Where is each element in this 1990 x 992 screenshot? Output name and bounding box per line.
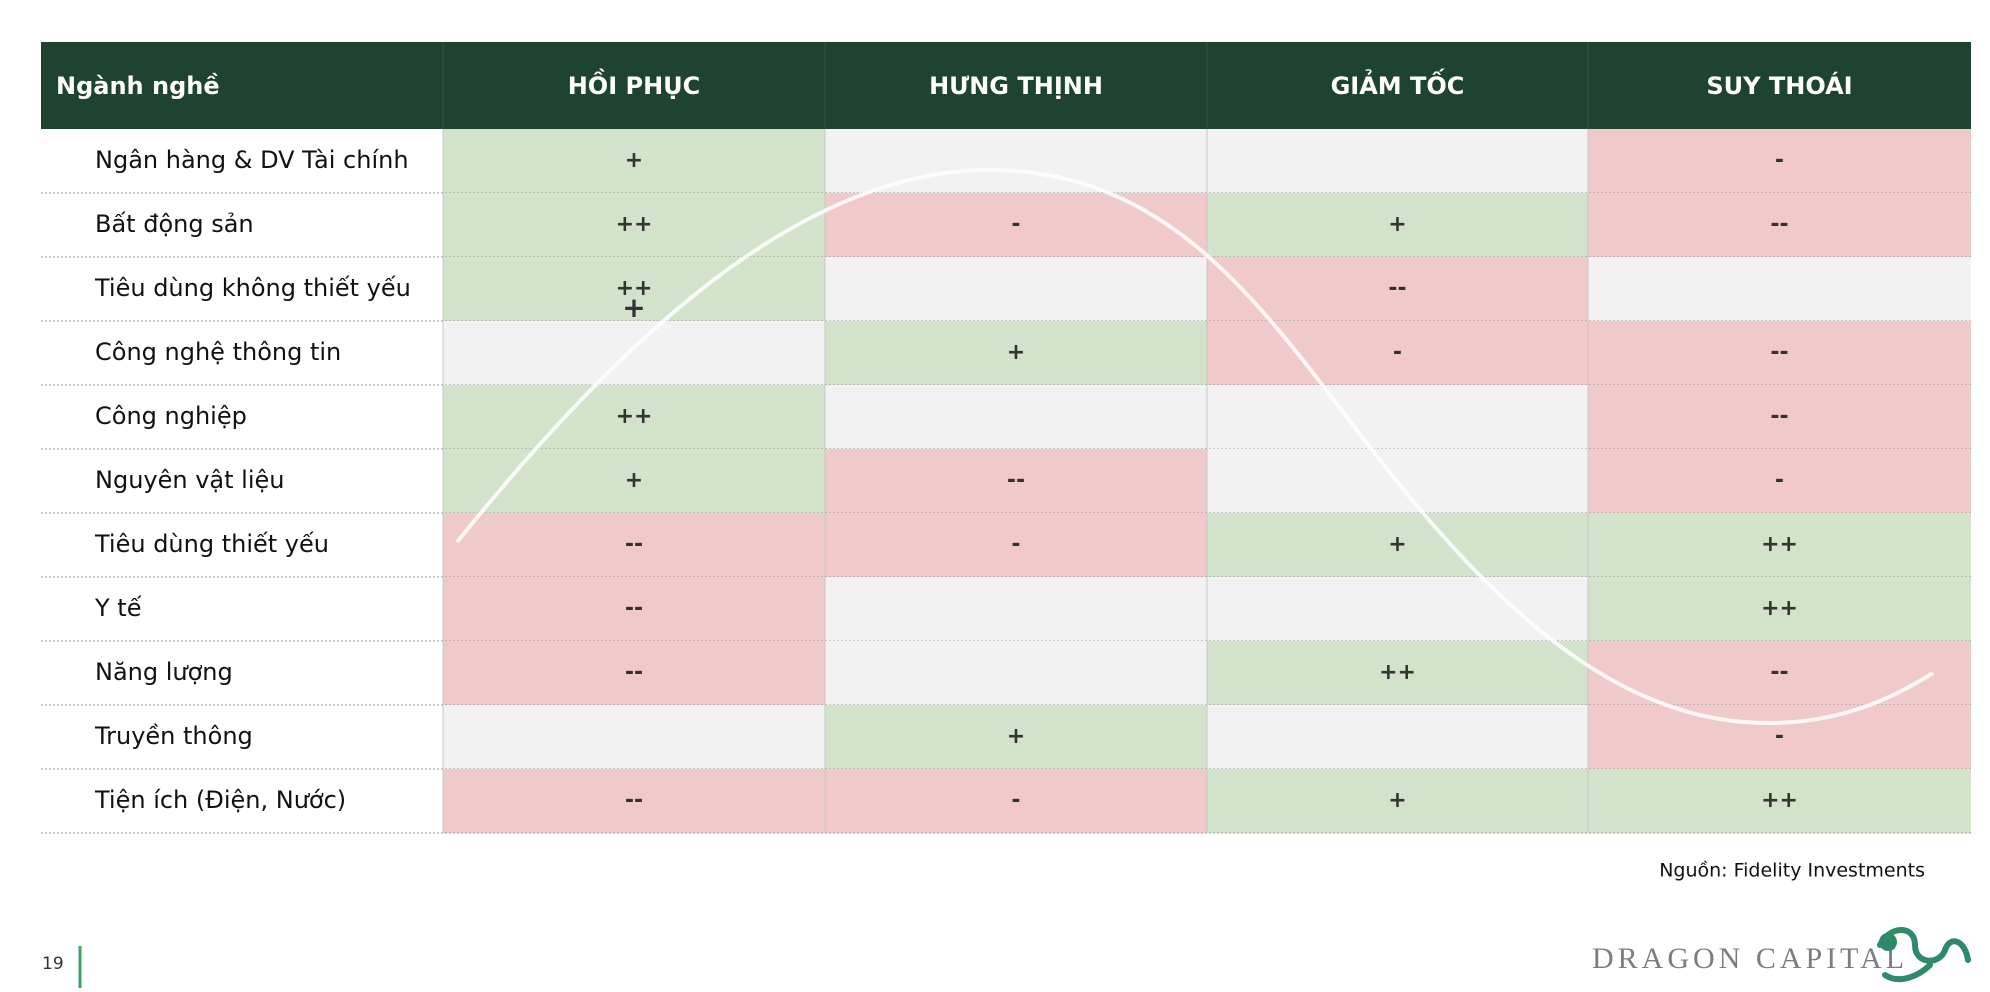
- page-number: 19: [42, 954, 64, 974]
- row-label: Truyền thông: [94, 722, 253, 750]
- row-label: Công nghiệp: [95, 402, 247, 430]
- cell-value: ++: [616, 404, 653, 429]
- cell-value: -: [1011, 212, 1020, 237]
- row-label: Năng lượng: [95, 658, 233, 686]
- cell: [443, 385, 825, 449]
- cell: [1588, 641, 1971, 705]
- cell-value: --: [1770, 660, 1788, 685]
- cell: [1588, 193, 1971, 257]
- row-label: Tiêu dùng không thiết yếu: [94, 274, 411, 302]
- cell: [825, 577, 1207, 641]
- cell-value: +: [625, 468, 643, 493]
- cell-value: +: [1388, 212, 1406, 237]
- cell: [1207, 385, 1588, 449]
- row-label: Nguyên vật liệu: [95, 466, 284, 494]
- cell-value: -: [1011, 788, 1020, 813]
- cell: [825, 513, 1207, 577]
- stray-mark: +: [622, 291, 645, 324]
- cell: [1588, 769, 1971, 833]
- cell: [825, 449, 1207, 513]
- header-bg: [41, 42, 1971, 129]
- header-cell: Ngành nghề: [56, 72, 220, 100]
- cell: [1588, 705, 1971, 769]
- cell-value: --: [1770, 404, 1788, 429]
- row-label: Bất động sản: [95, 210, 254, 238]
- logo-dragon: [1877, 927, 1971, 983]
- header-cell: GIẢM TỐC: [1331, 67, 1465, 100]
- cell-value: ++: [616, 212, 653, 237]
- cell: [1207, 769, 1588, 833]
- cell-value: ++: [1761, 532, 1798, 557]
- cell-value: ++: [1761, 596, 1798, 621]
- cell: [825, 385, 1207, 449]
- cell: [1207, 705, 1588, 769]
- cell-value: +: [1007, 724, 1025, 749]
- cell: [443, 769, 825, 833]
- cell-value: ++: [1379, 660, 1416, 685]
- cell-value: -: [1775, 724, 1784, 749]
- cell-value: -: [1011, 532, 1020, 557]
- row-label: Ngân hàng & DV Tài chính: [95, 146, 409, 174]
- cell: [825, 641, 1207, 705]
- cell-value: --: [1770, 212, 1788, 237]
- logo-text: DRAGON CAPITAL: [1592, 942, 1908, 975]
- cell-value: --: [1388, 276, 1406, 301]
- cell: [443, 513, 825, 577]
- cell: [1588, 577, 1971, 641]
- cell: [1588, 449, 1971, 513]
- cell-value: +: [1007, 340, 1025, 365]
- cell-value: +: [1388, 788, 1406, 813]
- cell: [443, 257, 825, 321]
- cell: [443, 577, 825, 641]
- cell: [443, 321, 825, 385]
- cell: [825, 257, 1207, 321]
- cell: [1588, 513, 1971, 577]
- cell-value: -: [1775, 148, 1784, 173]
- cell: [443, 129, 825, 193]
- cell-value: --: [625, 788, 643, 813]
- cell-value: ++: [616, 276, 653, 301]
- cell: [1588, 385, 1971, 449]
- source-note: Nguồn: Fidelity Investments: [1659, 860, 1925, 882]
- row-label: Công nghệ thông tin: [95, 338, 341, 366]
- cell: [1207, 257, 1588, 321]
- cell: [1207, 577, 1588, 641]
- cell: [1588, 257, 1971, 321]
- cell-value: --: [625, 532, 643, 557]
- cell-value: -: [1393, 340, 1402, 365]
- cell-value: ++: [1761, 788, 1798, 813]
- row-label: Tiêu dùng thiết yếu: [94, 530, 329, 558]
- cell: [443, 641, 825, 705]
- cell: [825, 193, 1207, 257]
- cell-value: --: [625, 596, 643, 621]
- cell: [1207, 129, 1588, 193]
- row-label: Tiện ích (Điện, Nước): [94, 786, 346, 814]
- cell: [1207, 641, 1588, 705]
- cell-value: --: [1770, 340, 1788, 365]
- header-cell: SUY THOÁI: [1706, 71, 1852, 100]
- cell: [825, 705, 1207, 769]
- cell-value: +: [1388, 532, 1406, 557]
- cell: [1207, 321, 1588, 385]
- row-label: Y tế: [94, 594, 142, 622]
- cycle-curve: [455, 167, 1935, 726]
- cell-value: --: [1007, 468, 1025, 493]
- cell-value: +: [625, 148, 643, 173]
- cell: [1207, 513, 1588, 577]
- cell: [825, 769, 1207, 833]
- cell: [1588, 321, 1971, 385]
- cell: [1588, 129, 1971, 193]
- cell: [825, 321, 1207, 385]
- cell-value: -: [1775, 468, 1784, 493]
- cell-value: --: [625, 660, 643, 685]
- cell: [443, 705, 825, 769]
- cell: [1207, 193, 1588, 257]
- header-cell: HƯNG THỊNH: [929, 72, 1103, 100]
- header-cell: HỒI PHỤC: [568, 67, 701, 100]
- cell: [825, 129, 1207, 193]
